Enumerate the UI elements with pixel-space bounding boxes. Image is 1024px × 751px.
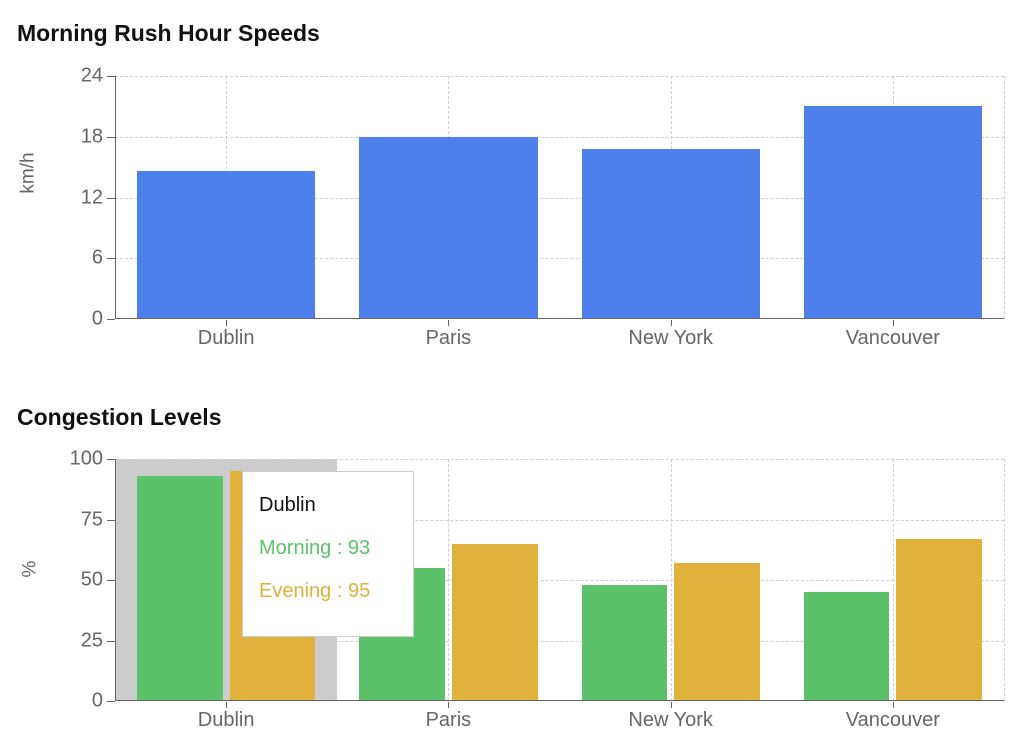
x-tick-label-vancouver: Vancouver [845, 327, 940, 349]
x-tick-label-paris: Paris [425, 709, 472, 731]
chart-title-speeds: Morning Rush Hour Speeds [17, 20, 320, 46]
x-tick [892, 320, 894, 326]
tooltip-item-evening: Evening : 95 [259, 580, 371, 602]
x-tick [892, 702, 894, 708]
y-tick-label: 0 [91, 689, 103, 712]
y-tick-label: 25 [80, 629, 103, 651]
x-tick [226, 702, 228, 708]
y-axis-line [115, 76, 116, 319]
x-tick [670, 320, 672, 326]
bar-vancouver-morning[interactable] [803, 592, 890, 701]
gridline-horizontal [115, 197, 1004, 199]
bar-paris-speed[interactable] [359, 136, 538, 319]
x-tick-label-dublin: Dublin [197, 709, 255, 731]
gridline-vertical [448, 459, 450, 701]
y-tick [107, 76, 115, 77]
bar-vancouver-speed[interactable] [803, 106, 982, 319]
gridline-horizontal [115, 640, 1004, 642]
x-tick-label-vancouver: Vancouver [845, 709, 940, 731]
y-tick [107, 258, 115, 260]
y-tick [107, 459, 115, 460]
y-tick-label: 18 [80, 125, 103, 148]
gridline-vertical [670, 459, 672, 701]
gridline-horizontal [115, 459, 1004, 460]
y-tick [107, 519, 115, 521]
gridline-vertical [1004, 459, 1005, 701]
x-tick-label-paris: Paris [425, 327, 472, 349]
y-tick [107, 701, 115, 702]
x-tick-label-dublin: Dublin [197, 327, 255, 349]
tooltip: Dublin Morning : 93 Evening : 95 [242, 471, 414, 637]
x-axis-line [115, 318, 1004, 319]
y-tick-label: 0 [91, 307, 103, 330]
x-tick [448, 702, 450, 708]
y-axis-line [115, 459, 116, 701]
y-tick-label: 6 [91, 246, 103, 269]
x-tick [670, 702, 672, 708]
gridline-horizontal [115, 76, 1004, 77]
y-tick-label: 50 [80, 568, 103, 591]
x-tick-label-new-york: New York [628, 709, 713, 731]
y-tick-label: 100 [69, 447, 103, 470]
y-tick-label: 75 [80, 508, 103, 530]
bar-new-york-morning[interactable] [581, 584, 668, 701]
gridline-vertical [226, 459, 228, 701]
y-tick-label: 24 [80, 64, 103, 87]
gridline-vertical [1004, 76, 1005, 319]
gridline-horizontal [115, 519, 1004, 521]
gridline-vertical [892, 459, 894, 701]
y-tick [107, 136, 115, 138]
chart-title-congestion: Congestion Levels [17, 404, 222, 430]
x-tick-label-new-york: New York [628, 327, 713, 349]
gridline-horizontal [115, 258, 1004, 260]
tooltip-item-morning: Morning : 93 [259, 537, 371, 559]
y-tick [107, 197, 115, 199]
y-tick [107, 580, 115, 581]
y-tick [107, 640, 115, 642]
y-axis-title-speeds: km/h [17, 152, 39, 194]
gridline-horizontal [115, 580, 1004, 581]
bar-new-york-speed[interactable] [581, 148, 760, 319]
bar-dublin-morning[interactable] [137, 475, 223, 701]
bar-new-york-evening[interactable] [674, 563, 760, 701]
bar-vancouver-evening[interactable] [896, 538, 982, 701]
y-tick [107, 319, 115, 320]
bar-paris-evening[interactable] [451, 543, 538, 701]
x-tick [448, 320, 450, 326]
y-axis-title-congestion: % [19, 560, 41, 578]
x-tick [226, 320, 228, 326]
speeds-plot-area: 0 6 12 18 24 Dublin Paris New York Vancouver [81, 65, 1005, 349]
congestion-plot-area: 0 25 50 75 100 Dublin Paris New York Vancouver Du… [70, 448, 1005, 731]
tooltip-title: Dublin [259, 494, 316, 516]
x-axis-line [115, 700, 1004, 701]
bar-dublin-speed[interactable] [137, 171, 316, 319]
gridline-horizontal [115, 136, 1004, 138]
y-tick-label: 12 [80, 186, 103, 208]
